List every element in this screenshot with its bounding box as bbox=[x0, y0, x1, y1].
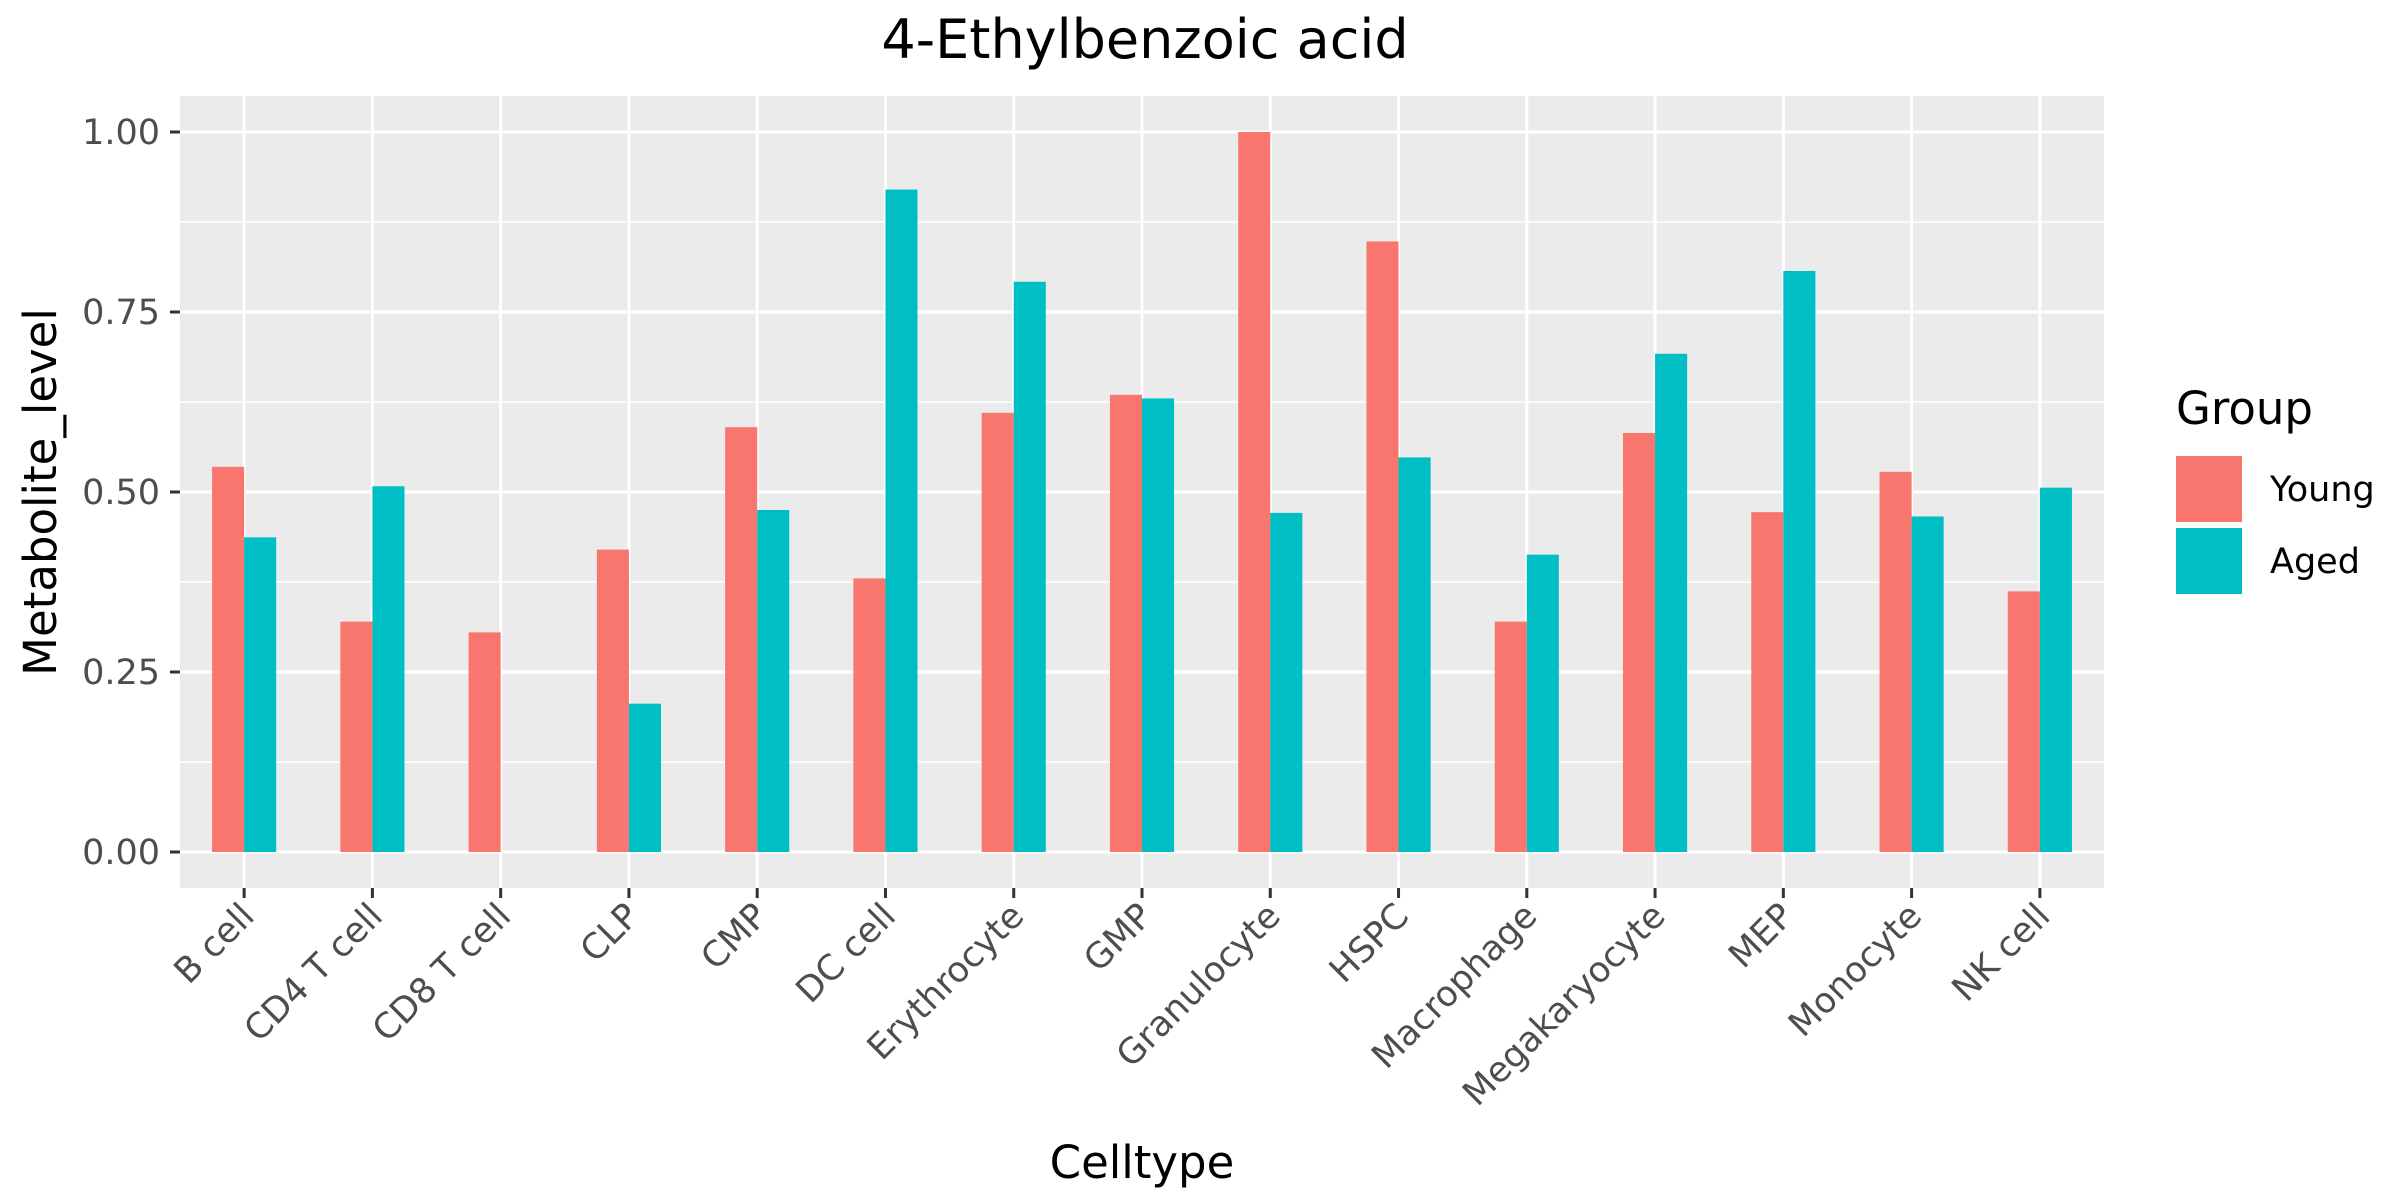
x-tick-label: CLP bbox=[573, 896, 647, 970]
x-tick-label: DC cell bbox=[789, 896, 904, 1011]
bar-aged-granulocyte bbox=[1270, 512, 1303, 852]
legend-swatch-aged bbox=[2176, 528, 2242, 594]
x-tick-label: GMP bbox=[1077, 896, 1161, 980]
x-tick-label: B cell bbox=[167, 896, 263, 992]
bar-young-mep bbox=[1751, 512, 1784, 852]
bar-aged-macrophage bbox=[1526, 554, 1559, 852]
y-tick-label: 0.25 bbox=[82, 653, 160, 693]
bar-young-b-cell bbox=[212, 466, 245, 852]
y-tick-label: 0.00 bbox=[82, 833, 160, 873]
bar-aged-hspc bbox=[1398, 457, 1431, 852]
bar-young-dc-cell bbox=[853, 578, 886, 852]
x-tick-label: CMP bbox=[694, 896, 776, 978]
bar-young-cd8-t-cell bbox=[468, 632, 501, 852]
bar-young-megakaryocyte bbox=[1623, 432, 1656, 852]
x-tick-label: NK cell bbox=[1945, 896, 2058, 1009]
x-tick-label: Monocyte bbox=[1781, 896, 1930, 1045]
bars bbox=[212, 132, 2072, 853]
bar-young-monocyte bbox=[1879, 471, 1912, 852]
bar-aged-mep bbox=[1783, 270, 1816, 853]
bar-aged-b-cell bbox=[244, 537, 277, 852]
bar-aged-megakaryocyte bbox=[1655, 353, 1688, 852]
bar-young-cd4-t-cell bbox=[340, 621, 373, 852]
legend-title: Group bbox=[2176, 382, 2313, 435]
bar-young-gmp bbox=[1109, 394, 1142, 852]
bar-young-macrophage bbox=[1494, 621, 1527, 852]
x-tick-label: MEP bbox=[1721, 896, 1801, 976]
bar-young-cmp bbox=[725, 427, 758, 852]
bar-young-nk-cell bbox=[2007, 591, 2040, 852]
x-tick-label: CD4 T cell bbox=[237, 896, 391, 1050]
legend-label-aged: Aged bbox=[2270, 542, 2360, 582]
bar-young-erythrocyte bbox=[981, 412, 1014, 852]
bar-aged-cmp bbox=[757, 510, 790, 852]
legend-label-young: Young bbox=[2269, 470, 2375, 510]
y-tick-label: 1.00 bbox=[82, 113, 160, 153]
legend: Group Young Aged bbox=[2176, 382, 2375, 594]
bar-aged-nk-cell bbox=[2039, 487, 2072, 852]
bar-young-hspc bbox=[1366, 241, 1399, 852]
legend-swatch-young bbox=[2176, 456, 2242, 522]
bar-aged-monocyte bbox=[1911, 516, 1944, 852]
chart-title: 4-Ethylbenzoic acid bbox=[881, 8, 1408, 71]
x-tick-label: HSPC bbox=[1322, 896, 1417, 991]
y-axis-title: Metabolite_level bbox=[14, 308, 67, 676]
bar-young-granulocyte bbox=[1238, 132, 1271, 852]
bar-aged-gmp bbox=[1142, 398, 1175, 852]
y-tick-label: 0.50 bbox=[82, 473, 160, 513]
x-axis-title: Celltype bbox=[1050, 1136, 1235, 1189]
bar-aged-dc-cell bbox=[885, 189, 918, 853]
bar-aged-clp bbox=[628, 703, 661, 852]
y-tick-label: 0.75 bbox=[82, 293, 160, 333]
x-tick-label: CD8 T cell bbox=[365, 896, 519, 1050]
bar-young-clp bbox=[596, 549, 629, 852]
y-axis: 0.00 0.25 0.50 0.75 1.00 bbox=[82, 113, 180, 873]
bar-aged-erythrocyte bbox=[1013, 281, 1046, 852]
bar-aged-cd4-t-cell bbox=[372, 486, 405, 852]
